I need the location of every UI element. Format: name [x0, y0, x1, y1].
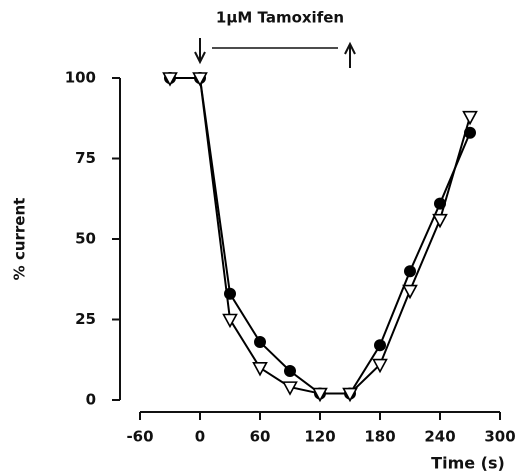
data-point: [312, 387, 328, 403]
data-point: [162, 72, 178, 87]
data-point: [434, 197, 446, 210]
x-tick-label: 240: [424, 428, 455, 446]
data-point: [432, 213, 448, 229]
data-point: [402, 284, 418, 300]
data-point: [224, 287, 236, 300]
data-point: [284, 365, 296, 378]
x-tick-label: 120: [304, 428, 335, 446]
data-point: [464, 126, 476, 139]
y-tick-label: 25: [75, 310, 96, 328]
data-point: [372, 358, 388, 374]
y-axis-label: % current: [11, 198, 29, 281]
data-point: [342, 387, 358, 403]
y-tick-label: 0: [86, 391, 96, 409]
data-point: [282, 381, 298, 396]
data-point: [222, 313, 238, 329]
x-tick-label: 300: [484, 428, 515, 446]
data-point: [374, 339, 386, 352]
y-tick-label: 75: [75, 149, 96, 167]
y-tick-label: 50: [75, 230, 96, 248]
arrow-head: [344, 41, 356, 55]
data-point: [252, 362, 268, 377]
data-point: [254, 336, 266, 349]
x-tick-label: 180: [364, 428, 395, 446]
series-line: [170, 77, 471, 395]
data-point: [462, 110, 478, 126]
y-tick-label: 100: [65, 69, 96, 87]
annotation: 1μM Tamoxifen: [216, 9, 344, 27]
x-tick-label: 0: [195, 428, 205, 446]
x-tick-label: 60: [250, 428, 271, 446]
x-tick-label: -60: [126, 428, 153, 446]
arrow-head: [194, 51, 206, 65]
data-point: [404, 265, 416, 278]
data-point: [192, 72, 208, 87]
treatment-marker: [194, 38, 356, 68]
x-axis-label: Time (s): [431, 454, 505, 473]
